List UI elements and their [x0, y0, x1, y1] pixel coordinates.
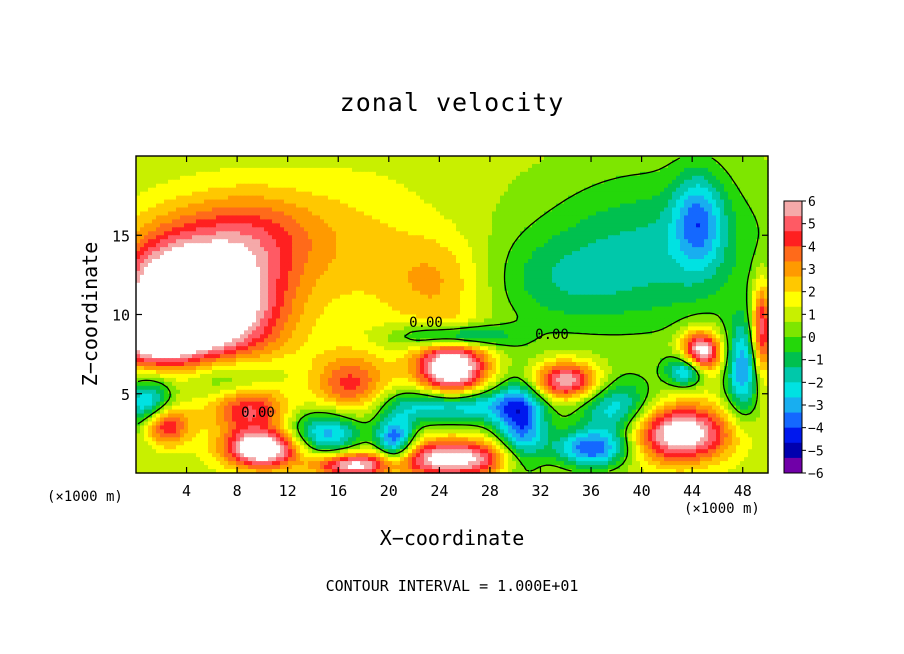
- colorbar: 6 5 4 3 2 1 0 −1 −2 −3 −4 −5 −6: [783, 195, 824, 482]
- colorbar-label: 1: [808, 308, 816, 323]
- velocity-field: [136, 156, 769, 474]
- colorbar-label: −2: [808, 376, 824, 391]
- colorbar-swatch: [784, 246, 802, 262]
- colorbar-swatch: [784, 216, 802, 232]
- colorbar-label: 2: [808, 286, 816, 301]
- y-tick-label: 5: [121, 386, 130, 404]
- colorbar-swatch: [784, 442, 802, 459]
- x-tick-label: 16: [329, 482, 347, 500]
- y-tick-label: 10: [112, 307, 130, 325]
- colorbar-swatch: [784, 352, 802, 368]
- contour-label: 0.00: [535, 327, 569, 343]
- colorbar-swatch: [784, 291, 802, 308]
- x-tick-label: 32: [531, 482, 549, 500]
- y-axis-label: Z−coordinate: [78, 241, 102, 387]
- colorbar-swatch: [784, 261, 802, 277]
- colorbar-label: 4: [808, 240, 816, 255]
- colorbar-swatch: [784, 201, 802, 217]
- contour-interval-note: CONTOUR INTERVAL = 1.000E+01: [325, 577, 579, 595]
- contour-label: 0.00: [409, 315, 443, 331]
- colorbar-label: 0: [808, 331, 816, 346]
- x-tick-label: 48: [734, 482, 752, 500]
- colorbar-swatch: [784, 427, 802, 444]
- x-axis-multiplier-left: (×1000 m): [47, 489, 123, 505]
- x-tick-label: 28: [481, 482, 499, 500]
- colorbar-label: 3: [808, 263, 816, 278]
- y-tick-label: 15: [112, 227, 130, 245]
- colorbar-swatch: [784, 321, 802, 338]
- colorbar-label: −1: [808, 354, 824, 369]
- colorbar-swatch: [784, 457, 802, 474]
- colorbar-swatch: [784, 382, 802, 398]
- colorbar-swatch: [784, 231, 802, 247]
- zero-contour: [137, 157, 760, 472]
- x-tick-label: 24: [430, 482, 448, 500]
- axis-ticks: [136, 156, 768, 473]
- colorbar-swatch: [784, 276, 802, 293]
- colorbar-swatch: [784, 412, 802, 429]
- colorbar-swatch: [784, 306, 802, 323]
- colorbar-swatch: [784, 367, 802, 383]
- x-tick-label: 12: [279, 482, 297, 500]
- colorbar-swatch: [784, 397, 802, 413]
- x-axis-label: X−coordinate: [379, 526, 525, 550]
- contour-label: 0.00: [241, 405, 275, 421]
- x-tick-label: 4: [182, 482, 191, 500]
- colorbar-label: −5: [808, 444, 824, 459]
- x-axis-multiplier-right: (×1000 m): [684, 501, 760, 517]
- x-tick-label: 44: [683, 482, 701, 500]
- colorbar-swatch: [784, 337, 802, 353]
- colorbar-label: 6: [808, 195, 816, 210]
- colorbar-label: 5: [808, 218, 816, 233]
- colorbar-label: −3: [808, 399, 824, 414]
- x-tick-label: 8: [233, 482, 242, 500]
- x-tick-label: 40: [633, 482, 651, 500]
- colorbar-label: −6: [808, 467, 824, 482]
- x-tick-label: 20: [380, 482, 398, 500]
- x-tick-label: 36: [582, 482, 600, 500]
- colorbar-label: −4: [808, 422, 824, 437]
- chart-title: zonal velocity: [339, 88, 565, 117]
